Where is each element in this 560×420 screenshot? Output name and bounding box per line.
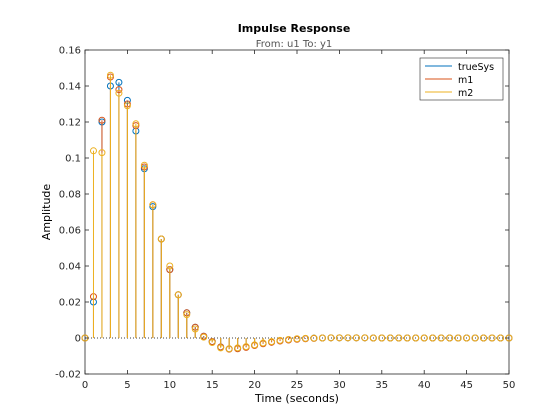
- stem-marker: [200, 333, 208, 341]
- x-tick-label: 40: [418, 380, 431, 391]
- legend-entry-m2: m2: [458, 88, 473, 99]
- stem-marker: [327, 334, 335, 342]
- stem-marker: [132, 120, 140, 128]
- x-tick-label: 50: [503, 380, 516, 391]
- y-axis-label: Amplitude: [40, 184, 53, 241]
- stem-marker: [293, 335, 301, 343]
- stem-marker: [446, 334, 454, 342]
- x-tick-label: 10: [163, 380, 176, 391]
- stem-marker: [403, 334, 411, 342]
- stem-marker: [225, 345, 233, 353]
- stem-marker: [497, 334, 505, 342]
- stem-marker: [106, 71, 114, 79]
- stem-marker: [454, 334, 462, 342]
- stem-marker: [268, 338, 276, 346]
- legend-entry-m1: m1: [458, 75, 473, 86]
- stem-series-layer: [81, 71, 513, 353]
- y-tick-label: -0.02: [55, 370, 81, 381]
- stem-marker: [386, 334, 394, 342]
- stem-marker: [98, 116, 106, 124]
- stem-marker: [98, 149, 106, 157]
- stem-marker: [395, 334, 403, 342]
- stem-marker: [217, 344, 225, 352]
- x-tick-label: 45: [460, 380, 473, 391]
- y-tick-label: 0.06: [59, 226, 81, 237]
- stem-marker: [318, 334, 326, 342]
- stem-marker: [166, 262, 174, 270]
- y-tick-label: 0.12: [59, 118, 81, 129]
- chart-title: Impulse Response: [238, 22, 351, 35]
- x-tick-label: 15: [206, 380, 219, 391]
- y-tick-label: 0.1: [65, 154, 81, 165]
- stem-marker: [437, 334, 445, 342]
- legend-entry-truesys: trueSys: [458, 62, 494, 73]
- x-tick-label: 20: [248, 380, 261, 391]
- stem-marker: [191, 325, 199, 333]
- series-m2: [81, 71, 513, 353]
- y-tick-label: 0.14: [59, 82, 81, 93]
- stem-marker: [183, 311, 191, 319]
- stem-marker: [115, 86, 123, 94]
- y-tick-label: 0.16: [59, 46, 81, 57]
- stem-marker: [378, 334, 386, 342]
- stem-marker: [412, 334, 420, 342]
- stem-marker: [149, 201, 157, 209]
- x-tick-label: 30: [333, 380, 346, 391]
- stem-marker: [208, 339, 216, 346]
- stem-marker: [344, 334, 352, 342]
- stem-marker: [242, 343, 250, 351]
- chart-subtitle: From: u1 To: y1: [256, 39, 333, 50]
- x-tick-label: 5: [124, 380, 130, 391]
- legend[interactable]: trueSys m1 m2: [419, 57, 504, 101]
- x-axis-label: Time (seconds): [254, 392, 339, 405]
- stem-marker: [123, 102, 131, 110]
- y-tick-label: 0.04: [59, 262, 81, 273]
- stem-marker: [335, 334, 343, 342]
- stem-marker: [251, 341, 259, 349]
- stem-marker: [480, 334, 488, 342]
- stem-marker: [429, 334, 437, 342]
- stem-marker: [115, 78, 123, 86]
- stem-marker: [89, 147, 97, 155]
- stem-marker: [140, 161, 148, 169]
- stem-marker: [123, 96, 131, 104]
- x-tick-label: 0: [82, 380, 88, 391]
- y-tick-label: 0.08: [59, 190, 81, 201]
- stem-marker: [234, 344, 242, 352]
- stem-marker: [276, 336, 284, 344]
- stem-marker: [488, 334, 496, 342]
- stem-marker: [369, 334, 377, 342]
- stem-marker: [310, 334, 318, 342]
- stem-marker: [157, 235, 165, 243]
- stem-marker: [259, 339, 267, 347]
- stem-marker: [420, 334, 428, 342]
- stem-marker: [352, 334, 360, 342]
- stem-marker: [301, 334, 309, 342]
- y-tick-label: 0: [75, 334, 81, 345]
- stem-marker: [463, 334, 471, 342]
- axis-ticks: 0 5 10 15 20 25 30 35 40 45 50-0.0200.020.040.060.…: [55, 46, 515, 392]
- plot-area: [84, 49, 510, 375]
- stem-marker: [285, 335, 293, 343]
- stem-marker: [115, 89, 123, 97]
- stem-marker: [361, 334, 369, 342]
- x-tick-label: 25: [291, 380, 304, 391]
- x-tick-label: 35: [375, 380, 388, 391]
- y-tick-label: 0.02: [59, 298, 81, 309]
- stem-marker: [174, 291, 182, 299]
- stem-marker: [471, 334, 479, 342]
